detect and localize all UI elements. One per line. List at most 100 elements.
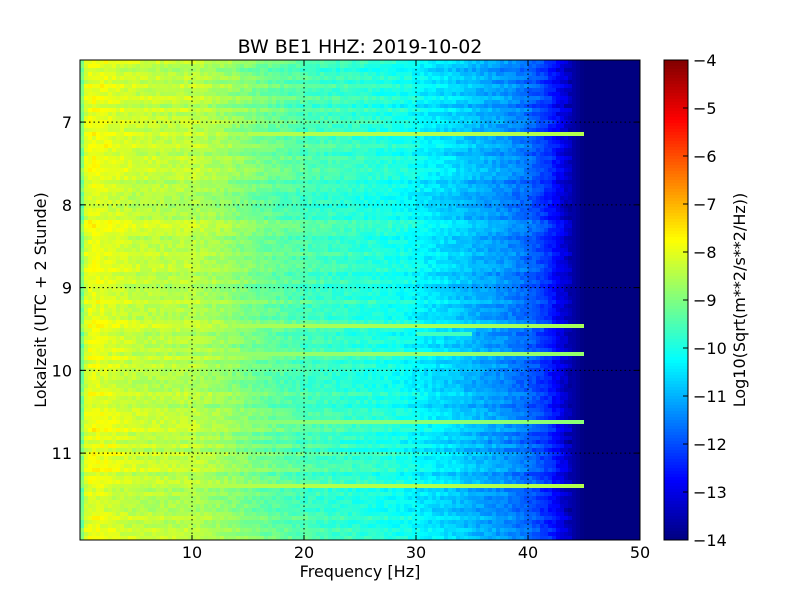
heatmap-cell — [316, 176, 321, 181]
heatmap-cell — [388, 132, 393, 137]
heatmap-cell — [392, 176, 397, 181]
heatmap-cell — [388, 120, 393, 125]
heatmap-cell — [440, 160, 445, 165]
heatmap-cell — [152, 132, 157, 137]
heatmap-cell — [460, 136, 465, 141]
heatmap-cell — [492, 176, 497, 181]
heatmap-cell — [148, 72, 153, 77]
heatmap-cell — [236, 192, 241, 197]
heatmap-cell — [276, 112, 281, 117]
heatmap-cell — [404, 192, 409, 197]
heatmap-cell — [516, 152, 521, 157]
heatmap-cell — [132, 72, 137, 77]
heatmap-cell — [488, 196, 493, 201]
heatmap-cell — [236, 80, 241, 85]
heatmap-cell — [508, 148, 513, 153]
heatmap-cell — [552, 124, 557, 129]
heatmap-cell — [632, 196, 637, 201]
heatmap-cell — [128, 76, 133, 81]
heatmap-cell — [572, 88, 577, 93]
heatmap-cell — [96, 156, 101, 161]
heatmap-cell — [140, 168, 145, 173]
heatmap-cell — [452, 64, 457, 69]
heatmap-cell — [320, 172, 325, 177]
heatmap-cell — [440, 64, 445, 69]
heatmap-cell — [384, 116, 389, 121]
heatmap-cell — [368, 140, 373, 145]
heatmap-cell — [632, 84, 637, 89]
heatmap-cell — [176, 108, 181, 113]
heatmap-cell — [552, 156, 557, 161]
heatmap-cell — [348, 60, 353, 65]
heatmap-cell — [152, 92, 157, 97]
heatmap-cell — [176, 124, 181, 129]
heatmap-cell — [332, 140, 337, 145]
heatmap-cell — [200, 72, 205, 77]
heatmap-cell — [472, 100, 477, 105]
heatmap-cell — [304, 84, 309, 89]
heatmap-cell — [184, 76, 189, 81]
heatmap-cell — [360, 128, 365, 133]
heatmap-cell — [352, 184, 357, 189]
heatmap-cell — [236, 140, 241, 145]
heatmap-cell — [256, 120, 261, 125]
heatmap-cell — [540, 128, 545, 133]
heatmap-cell — [436, 80, 441, 85]
heatmap-cell — [276, 160, 281, 165]
heatmap-cell — [584, 184, 589, 189]
heatmap-cell — [264, 136, 269, 141]
heatmap-cell — [252, 68, 257, 73]
heatmap-cell — [80, 164, 85, 169]
heatmap-cell — [128, 116, 133, 121]
heatmap-cell — [612, 172, 617, 177]
heatmap-cell — [308, 168, 313, 173]
heatmap-cell — [260, 192, 265, 197]
heatmap-cell — [400, 96, 405, 101]
heatmap-cell — [252, 128, 257, 133]
heatmap-cell — [384, 164, 389, 169]
heatmap-cell — [348, 104, 353, 109]
heatmap-cell — [172, 84, 177, 89]
heatmap-cell — [296, 76, 301, 81]
heatmap-cell — [576, 84, 581, 89]
heatmap-cell — [204, 184, 209, 189]
heatmap-cell — [520, 172, 525, 177]
heatmap-cell — [580, 100, 585, 105]
heatmap-cell — [476, 88, 481, 93]
heatmap-cell — [252, 88, 257, 93]
heatmap-cell — [516, 164, 521, 169]
heatmap-cell — [284, 184, 289, 189]
heatmap-cell — [280, 96, 285, 101]
heatmap-cell — [404, 180, 409, 185]
heatmap-cell — [592, 180, 597, 185]
heatmap-cell — [172, 184, 177, 189]
heatmap-cell — [212, 136, 217, 141]
heatmap-cell — [152, 184, 157, 189]
heatmap-cell — [140, 100, 145, 105]
heatmap-cell — [268, 176, 273, 181]
heatmap-cell — [192, 124, 197, 129]
heatmap-cell — [300, 172, 305, 177]
heatmap-cell — [480, 68, 485, 73]
heatmap-cell — [232, 168, 237, 173]
heatmap-cell — [224, 112, 229, 117]
heatmap-cell — [524, 168, 529, 173]
heatmap-cell — [432, 88, 437, 93]
heatmap-cell — [292, 196, 297, 201]
heatmap-cell — [508, 112, 513, 117]
heatmap-cell — [568, 168, 573, 173]
heatmap-cell — [596, 192, 601, 197]
heatmap-cell — [152, 128, 157, 133]
heatmap-cell — [476, 120, 481, 125]
heatmap-cell — [512, 72, 517, 77]
heatmap-cell — [552, 72, 557, 77]
heatmap-cell — [368, 184, 373, 189]
heatmap-cell — [568, 136, 573, 141]
heatmap-cell — [260, 124, 265, 129]
heatmap-cell — [536, 172, 541, 177]
heatmap-cell — [592, 192, 597, 197]
heatmap-cell — [120, 80, 125, 85]
heatmap-cell — [540, 140, 545, 145]
heatmap-cell — [308, 140, 313, 145]
heatmap-cell — [480, 180, 485, 185]
